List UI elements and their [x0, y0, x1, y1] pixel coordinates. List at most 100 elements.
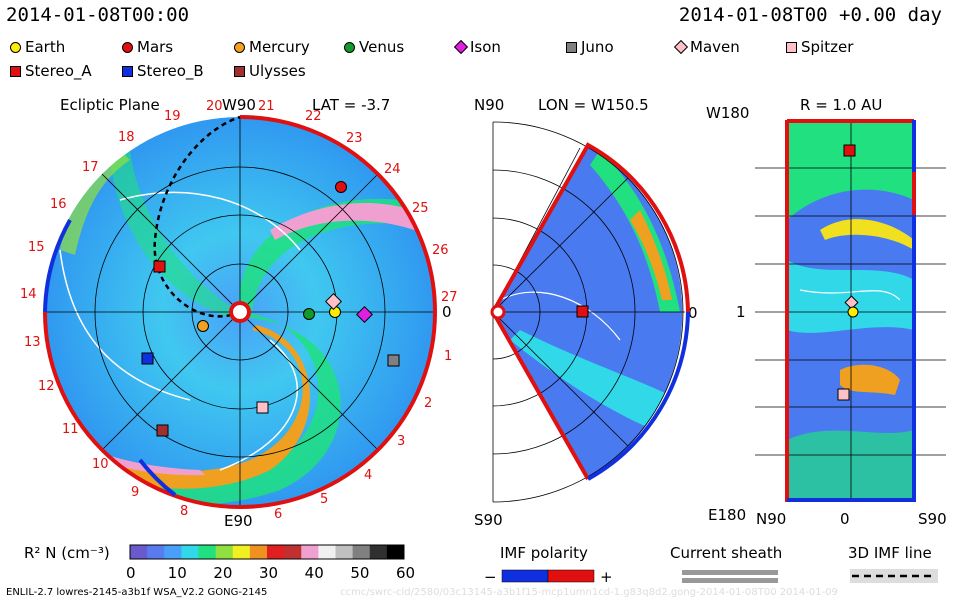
ecliptic-day-label: 13	[24, 335, 41, 350]
colorbar-segment	[164, 545, 182, 559]
venus-marker-icon	[344, 41, 355, 53]
ecliptic-day-label: 22	[305, 109, 322, 124]
stereo-a-marker-icon	[10, 65, 21, 77]
colorbar-segment	[130, 545, 148, 559]
ecliptic-w90-label: W90	[222, 96, 256, 114]
colorbar-segment	[318, 545, 336, 559]
imf-negative-swatch	[501, 569, 549, 583]
timestamp-right: 2014-01-08T00 +0.00 day	[678, 4, 942, 26]
ecliptic-day-label: 26	[432, 243, 449, 258]
stereo-b-marker-icon	[122, 65, 133, 77]
colorbar-segment	[386, 545, 405, 559]
legend-item-juno: Juno	[566, 38, 614, 56]
mars-marker-icon	[335, 181, 347, 193]
colorbar-tick-label: 50	[350, 564, 369, 582]
imf-polarity-label: IMF polarity	[500, 544, 588, 562]
ecliptic-day-label: 27	[441, 290, 458, 305]
radial-maven-icon	[844, 295, 859, 310]
juno-marker-icon	[566, 41, 577, 53]
colorbar-tick-label: 40	[305, 564, 324, 582]
current-sheet-line-1	[59, 249, 191, 401]
ecliptic-day-label: 16	[50, 197, 67, 212]
legend-item-ison: Ison	[453, 38, 501, 56]
colorbar-tick-label: 30	[259, 564, 278, 582]
meridional-imf-negative	[587, 311, 690, 481]
current-sheet-line-2	[119, 191, 301, 251]
radial-e180-label: E180	[708, 506, 746, 524]
juno-marker-icon	[387, 354, 400, 367]
ulysses-marker-icon	[156, 424, 169, 437]
density-spiral-north-peak	[270, 203, 428, 240]
legend-item-earth: Earth	[10, 38, 65, 56]
legend-item-maven: Maven	[673, 38, 740, 56]
ecliptic-lat-label: LAT = -3.7	[312, 96, 390, 114]
meridional-plane-plot	[490, 121, 690, 503]
ecliptic-imf-negative-arc-2	[138, 458, 177, 497]
colorbar-ticks: 0 10 20 30 40 50 60	[126, 564, 415, 582]
ecliptic-imf-positive-arc	[43, 115, 437, 509]
spitzer-marker-icon	[786, 41, 797, 53]
radial-spitzer-icon	[837, 388, 850, 401]
radial-n90-label: N90	[756, 510, 786, 528]
colorbar-tick-label: 20	[213, 564, 232, 582]
radial-plot	[755, 119, 946, 502]
colorbar-segment	[215, 545, 234, 559]
legend-item-stereo-a: Stereo_A	[10, 62, 92, 80]
stereo-b-marker-icon	[141, 352, 154, 365]
radial-zero-label: 0	[840, 510, 850, 528]
legend-item-ulysses: Ulysses	[234, 62, 306, 80]
meridional-imf-positive-2	[491, 311, 590, 480]
radial-band-4	[840, 364, 900, 395]
radial-stereo-a-icon	[843, 144, 856, 157]
density-spiral-far-west	[60, 150, 130, 255]
ecliptic-day-label: 25	[412, 201, 429, 216]
meridional-s90-label: S90	[474, 511, 503, 529]
ecliptic-day-label: 20	[206, 99, 223, 114]
colorbar-label: R² N (cm⁻³)	[24, 544, 110, 562]
colorbar-segment	[232, 545, 251, 559]
legend-item-spitzer: Spitzer	[786, 38, 853, 56]
ison-marker-icon	[356, 306, 373, 323]
earth-marker-icon	[10, 41, 21, 53]
mercury-marker-icon	[197, 320, 209, 332]
mars-marker-icon	[122, 41, 133, 53]
meridional-zero-label: 0	[688, 304, 698, 322]
venus-marker-icon	[303, 308, 315, 320]
ecliptic-day-label: 24	[384, 162, 401, 177]
colorbar-segment	[147, 545, 165, 559]
ecliptic-imf-negative-arc	[43, 219, 72, 313]
maven-marker-icon	[325, 293, 342, 310]
ecliptic-day-label: 12	[38, 379, 55, 394]
imf-line-label: 3D IMF line	[848, 544, 932, 562]
ecliptic-day-label: 6	[274, 507, 282, 522]
meridional-band-3	[510, 330, 680, 440]
radial-title: R = 1.0 AU	[800, 96, 882, 114]
current-sheath-label: Current sheath	[670, 544, 782, 562]
ecliptic-e90-label: E90	[224, 512, 253, 530]
meridional-n90-label: N90	[474, 96, 504, 114]
legend-item-mercury: Mercury	[234, 38, 310, 56]
colorbar-segment	[181, 545, 199, 559]
ecliptic-title: Ecliptic Plane	[60, 96, 160, 114]
colorbar-tick-label: 60	[396, 564, 415, 582]
meridional-sheet-line	[499, 291, 621, 341]
meridional-lon-label: LON = W150.5	[538, 96, 649, 114]
colorbar-segment	[369, 545, 388, 559]
meridional-imf-positive	[491, 142, 690, 313]
ecliptic-day-label: 3	[397, 434, 405, 449]
legend-item-stereo-b: Stereo_B	[122, 62, 204, 80]
mercury-marker-icon	[234, 41, 245, 53]
colorbar-segment	[301, 545, 319, 559]
colorbar-segment	[267, 545, 285, 559]
colorbar-tick-label: 10	[168, 564, 187, 582]
current-sheath-swatch-2	[682, 578, 778, 583]
radial-band-2	[820, 219, 914, 250]
legend-item-mars: Mars	[122, 38, 173, 56]
colorbar	[129, 544, 405, 560]
radial-sheet-line	[799, 289, 901, 301]
footer-text: ENLIL-2.7 lowres-2145-a3b1f WSA_V2.2 GON…	[6, 587, 268, 598]
ecliptic-day-label: 17	[82, 160, 99, 175]
meridional-band-2	[630, 210, 672, 300]
